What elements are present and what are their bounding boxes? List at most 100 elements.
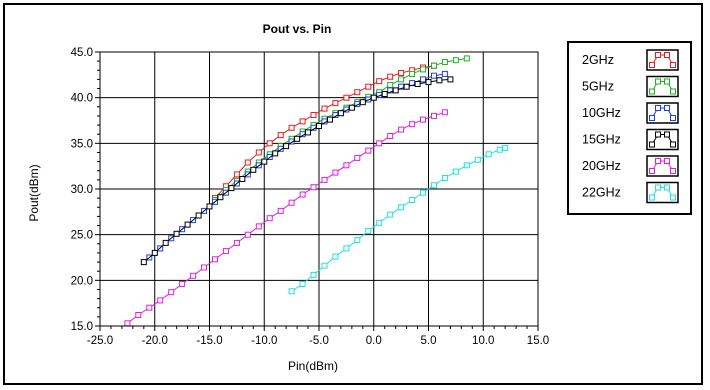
data-point-20ghz <box>431 112 437 119</box>
data-point-22ghz <box>299 281 306 287</box>
data-point-20ghz <box>124 320 131 327</box>
data-point-20ghz <box>387 133 394 139</box>
data-point-22ghz <box>332 253 339 260</box>
data-point-15ghz <box>337 110 344 117</box>
data-point-2ghz <box>310 112 317 118</box>
data-point-15ghz <box>381 91 388 97</box>
legend-label-22ghz: 22GHz <box>582 186 621 200</box>
data-point-15ghz <box>184 221 191 228</box>
data-point-2ghz <box>387 73 394 80</box>
data-point-10ghz <box>420 76 426 83</box>
data-point-5ghz <box>463 55 470 62</box>
y-tick-label: 15.0 <box>71 321 93 333</box>
data-point-20ghz <box>190 272 197 279</box>
data-point-15ghz <box>370 94 377 101</box>
data-point-20ghz <box>288 199 295 206</box>
data-point-20ghz <box>299 191 306 198</box>
data-point-15ghz <box>283 143 290 150</box>
data-point-20ghz <box>244 231 251 238</box>
data-point-2ghz <box>299 118 306 125</box>
data-point-5ghz <box>441 59 448 65</box>
data-point-15ghz <box>272 150 279 157</box>
data-point-22ghz <box>485 151 492 158</box>
x-axis-label: Pin(dBm) <box>288 359 338 373</box>
data-point-20ghz <box>255 223 262 230</box>
data-point-15ghz <box>403 83 410 90</box>
data-point-15ghz <box>206 203 213 210</box>
data-point-20ghz <box>146 304 153 311</box>
axes <box>95 51 539 331</box>
data-point-2ghz <box>288 124 295 131</box>
data-point-15ghz <box>239 176 246 182</box>
legend-label-20ghz: 20GHz <box>582 159 621 173</box>
data-point-10ghz <box>431 72 437 79</box>
data-point-22ghz <box>502 144 509 151</box>
tick-labels: -25.0 -20.0 -15.0 -10.0 -5.0 0.0 5.0 10.0 15.0 15… <box>71 47 550 347</box>
x-tick-label: 5.0 <box>421 335 437 347</box>
data-point-15ghz <box>425 79 432 86</box>
data-point-2ghz <box>266 140 273 147</box>
legend-label-10ghz: 10GHz <box>582 106 621 120</box>
x-tick-label: -5.0 <box>309 335 329 347</box>
x-tick-label: 0.0 <box>366 335 382 347</box>
data-point-20ghz <box>179 281 186 287</box>
series-20ghz <box>124 109 448 327</box>
data-point-22ghz <box>365 228 372 234</box>
legend-swatch-5ghz <box>646 75 679 98</box>
data-point-15ghz <box>151 249 158 256</box>
data-point-2ghz <box>376 78 383 85</box>
data-point-20ghz <box>233 239 240 246</box>
data-point-15ghz <box>228 185 235 192</box>
x-tick-label: -25.0 <box>87 335 113 347</box>
legend-label-5ghz: 5GHz <box>582 80 614 94</box>
x-tick-label: 10.0 <box>472 335 494 347</box>
data-point-20ghz <box>310 184 317 191</box>
chart-title: Pout vs. Pin <box>263 22 332 36</box>
data-point-15ghz <box>294 135 301 142</box>
data-point-2ghz <box>244 159 251 166</box>
x-tick-label: -10.0 <box>251 335 277 347</box>
data-point-2ghz <box>277 132 284 139</box>
series-15ghz <box>140 76 454 266</box>
data-point-20ghz <box>332 169 339 176</box>
data-point-22ghz <box>321 262 328 269</box>
data-point-2ghz <box>354 89 361 96</box>
data-point-22ghz <box>288 288 295 295</box>
data-point-2ghz <box>255 149 262 156</box>
data-point-20ghz <box>354 154 361 161</box>
y-tick-label: 20.0 <box>71 275 93 287</box>
data-point-22ghz <box>398 204 405 211</box>
data-point-22ghz <box>496 146 503 153</box>
data-point-22ghz <box>420 189 426 196</box>
plot-border <box>99 51 539 327</box>
data-point-2ghz <box>233 171 240 178</box>
data-point-2ghz <box>332 100 339 107</box>
data-point-22ghz <box>431 182 437 189</box>
data-point-20ghz <box>365 147 372 154</box>
data-point-20ghz <box>441 109 448 116</box>
legend-swatch-15ghz <box>646 128 679 151</box>
data-point-15ghz <box>316 123 322 129</box>
data-point-15ghz <box>305 129 311 136</box>
data-point-5ghz <box>398 76 405 83</box>
y-tick-label: 25.0 <box>71 230 93 242</box>
data-point-20ghz <box>222 248 229 255</box>
data-point-10ghz <box>441 70 448 77</box>
data-point-15ghz <box>173 230 180 237</box>
data-point-20ghz <box>201 264 207 271</box>
y-tick-label: 45.0 <box>71 47 93 59</box>
y-tick-label: 35.0 <box>71 138 93 150</box>
data-point-22ghz <box>387 211 394 218</box>
data-point-22ghz <box>354 237 361 244</box>
data-point-22ghz <box>376 219 383 226</box>
chart-frame: Pout vs. Pin -25.0 -20.0 -15.0 -10.0 -5.0 0.0… <box>3 3 703 385</box>
data-point-20ghz <box>420 116 426 123</box>
y-axis-label: Pout(dBm) <box>27 164 41 221</box>
data-point-22ghz <box>463 162 470 169</box>
legend-swatch-10ghz <box>646 102 679 124</box>
data-point-20ghz <box>135 312 142 318</box>
data-point-15ghz <box>327 116 333 123</box>
data-point-5ghz <box>452 57 459 64</box>
series-layer <box>124 55 509 327</box>
data-point-15ghz <box>195 212 202 219</box>
